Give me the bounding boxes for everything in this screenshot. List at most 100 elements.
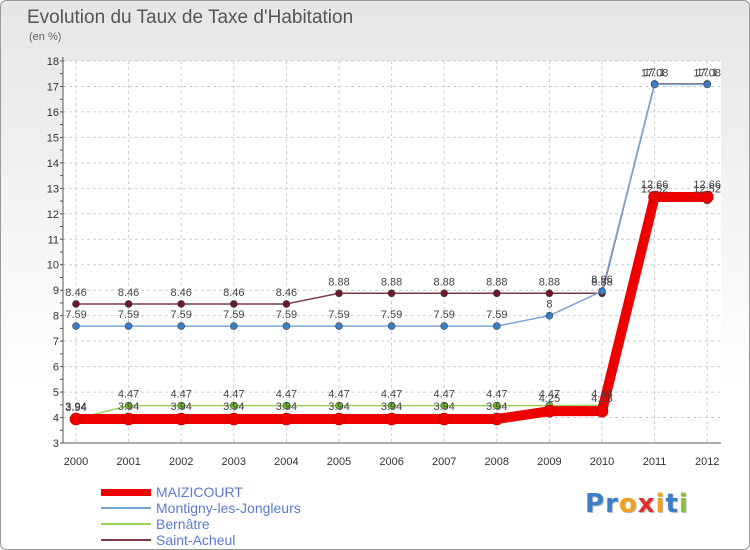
data-label: 7.59: [276, 309, 297, 321]
y-tick-label: 7: [53, 336, 59, 348]
data-point: [124, 300, 133, 308]
data-point: [177, 322, 185, 330]
data-label: 8.88: [433, 276, 454, 288]
logo-letter: i: [678, 489, 689, 519]
data-label: 8.46: [65, 287, 86, 299]
x-tick-label: 2011: [643, 456, 667, 468]
data-label: 7.59: [486, 309, 507, 321]
data-point: [543, 404, 556, 418]
data-label: 7.59: [170, 309, 191, 321]
y-tick-label: 3: [53, 438, 59, 450]
y-tick-label: 8: [53, 311, 59, 323]
y-tick-label: 5: [53, 387, 59, 399]
data-label: 3.94: [65, 402, 86, 414]
y-tick-label: 16: [47, 107, 59, 119]
data-label: 17.1: [644, 67, 665, 79]
data-label: 12.66: [693, 179, 721, 191]
data-label: 4.47: [433, 389, 454, 401]
data-point: [69, 412, 83, 426]
data-label: 4.47: [118, 389, 139, 401]
data-point: [387, 322, 396, 330]
data-label: 3.94: [433, 401, 454, 413]
legend-item: Montigny-les-Jongleurs: [101, 500, 381, 516]
data-label: 3.94: [381, 401, 402, 413]
x-tick-label: 2010: [590, 456, 614, 468]
data-point: [230, 322, 238, 330]
data-label: 4.47: [539, 389, 560, 401]
data-point: [332, 412, 346, 426]
y-tick-label: 6: [53, 362, 59, 374]
grid: [63, 60, 721, 444]
data-point: [177, 401, 185, 410]
data-label: 3.94: [170, 401, 191, 413]
data-label: 4.48: [591, 388, 612, 400]
data-point: [490, 412, 504, 426]
data-point: [282, 300, 291, 308]
data-label: 8.88: [381, 276, 402, 288]
x-tick-label: 2008: [485, 456, 509, 468]
data-point: [700, 190, 714, 204]
data-point: [385, 412, 398, 426]
data-point: [492, 289, 501, 298]
data-label: 8.46: [276, 287, 297, 299]
x-tick-label: 2006: [379, 456, 403, 468]
data-point: [595, 404, 609, 418]
data-label: 4.47: [223, 389, 244, 401]
legend-item: Bernâtre: [101, 516, 381, 532]
data-point: [648, 190, 661, 204]
proxiti-logo: Proxiti: [585, 489, 689, 519]
data-point: [124, 322, 133, 330]
data-point: [230, 300, 238, 308]
data-label: 12.66: [641, 179, 669, 191]
data-label: 3.94: [276, 401, 297, 413]
y-tick-label: 4: [53, 413, 59, 425]
data-label: 3.94: [328, 401, 349, 413]
data-point: [650, 80, 659, 89]
data-label: 4.47: [486, 389, 507, 401]
data-label: 8.46: [118, 287, 139, 299]
data-label: 7.59: [433, 309, 454, 321]
data-point: [280, 412, 293, 426]
data-point: [703, 80, 712, 89]
data-label: 17.08: [693, 67, 721, 79]
legend-label: Montigny-les-Jongleurs: [156, 500, 301, 516]
data-label: 8: [546, 299, 552, 311]
data-point: [230, 401, 238, 410]
legend-swatch: [101, 507, 151, 509]
data-point: [440, 401, 449, 410]
logo-letter: i: [655, 489, 666, 519]
y-tick-label: 9: [53, 285, 59, 297]
y-unit-label: (en %): [29, 31, 62, 43]
data-point: [335, 322, 343, 330]
legend-label: Bernâtre: [156, 516, 210, 532]
data-label: 4.47: [328, 389, 349, 401]
data-point: [177, 300, 185, 308]
data-label: 4.25: [591, 393, 612, 405]
data-label: 7.59: [381, 309, 402, 321]
y-tick-label: 18: [47, 56, 59, 68]
data-label: 8.46: [170, 287, 191, 299]
data-label: 3.94: [223, 401, 244, 413]
x-tick-label: 2004: [274, 456, 298, 468]
data-label: 4.47: [276, 389, 297, 401]
x-tick-label: 2002: [169, 456, 193, 468]
logo-letter: x: [637, 489, 656, 519]
data-point: [387, 401, 396, 410]
data-label: 8.88: [539, 276, 560, 288]
x-tick-label: 2009: [537, 456, 561, 468]
data-point: [440, 289, 449, 298]
y-tick-label: 15: [47, 132, 59, 144]
data-label: 7.59: [118, 309, 139, 321]
data-label: 4.47: [170, 389, 191, 401]
data-label: 8.88: [328, 276, 349, 288]
data-label: 4.47: [381, 389, 402, 401]
y-tick-label: 12: [47, 209, 59, 221]
y-tick-label: 13: [47, 183, 59, 195]
line-chart: 3 4 5 6 7 8 9 10 11 12 13 14 15 16 17 18 2000 2001 2002 200…: [47, 56, 721, 468]
data-point: [227, 412, 241, 426]
series: [69, 80, 714, 426]
data-point: [440, 322, 449, 330]
data-label: 8.88: [486, 276, 507, 288]
legend-swatch: [101, 539, 151, 541]
legend-label: Saint-Acheul: [156, 532, 236, 548]
